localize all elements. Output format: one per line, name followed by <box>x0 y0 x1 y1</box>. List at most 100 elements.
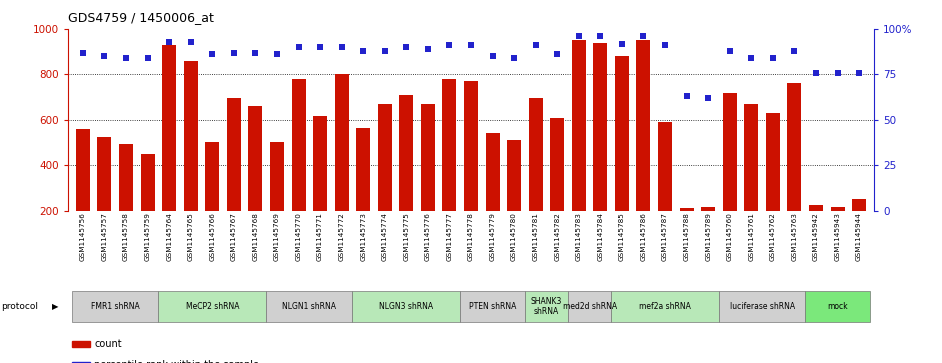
Text: GSM1145764: GSM1145764 <box>166 212 172 261</box>
Text: GSM1145942: GSM1145942 <box>813 212 819 261</box>
Text: GSM1145772: GSM1145772 <box>338 212 345 261</box>
Text: GSM1145762: GSM1145762 <box>770 212 776 261</box>
Bar <box>267 291 352 322</box>
Text: GSM1145768: GSM1145768 <box>252 212 258 261</box>
Bar <box>528 98 543 256</box>
Bar <box>270 143 284 256</box>
Text: NLGN1 shRNA: NLGN1 shRNA <box>283 302 336 311</box>
Text: NLGN3 shRNA: NLGN3 shRNA <box>380 302 433 311</box>
Text: GSM1145787: GSM1145787 <box>662 212 668 261</box>
Text: GSM1145757: GSM1145757 <box>102 212 107 261</box>
Bar <box>313 117 327 256</box>
Text: GSM1145773: GSM1145773 <box>360 212 366 261</box>
Text: ▶: ▶ <box>52 302 58 311</box>
Bar <box>550 118 564 256</box>
Text: GSM1145770: GSM1145770 <box>296 212 301 261</box>
Bar <box>637 40 651 256</box>
Bar <box>184 61 198 256</box>
Bar <box>140 154 154 256</box>
Text: GSM1145779: GSM1145779 <box>490 212 495 261</box>
Text: GSM1145760: GSM1145760 <box>726 212 733 261</box>
Text: GDS4759 / 1450006_at: GDS4759 / 1450006_at <box>68 11 214 24</box>
Text: GSM1145775: GSM1145775 <box>403 212 410 261</box>
Text: GSM1145758: GSM1145758 <box>123 212 129 261</box>
Bar <box>485 134 499 256</box>
Bar <box>788 83 802 256</box>
Bar <box>744 104 758 256</box>
Bar <box>158 291 267 322</box>
Text: PTEN shRNA: PTEN shRNA <box>469 302 516 311</box>
Bar <box>291 79 305 256</box>
Text: GSM1145759: GSM1145759 <box>144 212 151 261</box>
Text: GSM1145756: GSM1145756 <box>80 212 86 261</box>
Bar <box>97 137 111 256</box>
Bar <box>679 208 693 256</box>
Bar <box>719 291 805 322</box>
Text: mef2a shRNA: mef2a shRNA <box>639 302 691 311</box>
Text: GSM1145944: GSM1145944 <box>856 212 862 261</box>
Bar <box>831 207 845 256</box>
Text: GSM1145778: GSM1145778 <box>468 212 474 261</box>
Bar <box>72 341 89 347</box>
Bar <box>611 291 719 322</box>
Text: GSM1145776: GSM1145776 <box>425 212 430 261</box>
Bar <box>723 93 737 256</box>
Bar <box>119 144 133 256</box>
Text: GSM1145784: GSM1145784 <box>597 212 604 261</box>
Bar <box>227 98 241 256</box>
Bar <box>421 104 435 256</box>
Text: luciferase shRNA: luciferase shRNA <box>729 302 795 311</box>
Text: count: count <box>94 339 122 349</box>
Text: GSM1145766: GSM1145766 <box>209 212 216 261</box>
Text: GSM1145765: GSM1145765 <box>187 212 194 261</box>
Bar <box>73 291 158 322</box>
Text: GSM1145786: GSM1145786 <box>641 212 646 261</box>
Text: GSM1145788: GSM1145788 <box>684 212 690 261</box>
Bar <box>701 207 715 256</box>
Bar <box>853 199 866 256</box>
Bar <box>525 291 568 322</box>
Text: GSM1145777: GSM1145777 <box>447 212 452 261</box>
Text: mock: mock <box>827 302 848 311</box>
Text: protocol: protocol <box>1 302 38 311</box>
Bar <box>461 291 525 322</box>
Bar <box>572 40 586 256</box>
Text: GSM1145785: GSM1145785 <box>619 212 625 261</box>
Bar <box>334 74 349 256</box>
Bar <box>205 143 219 256</box>
Text: GSM1145780: GSM1145780 <box>512 212 517 261</box>
Text: GSM1145767: GSM1145767 <box>231 212 236 261</box>
Bar <box>805 291 869 322</box>
Text: GSM1145761: GSM1145761 <box>748 212 755 261</box>
Bar <box>72 362 89 363</box>
Bar <box>352 291 461 322</box>
Text: FMR1 shRNA: FMR1 shRNA <box>90 302 139 311</box>
Text: percentile rank within the sample: percentile rank within the sample <box>94 360 259 363</box>
Text: GSM1145769: GSM1145769 <box>274 212 280 261</box>
Bar <box>507 140 521 256</box>
Text: MeCP2 shRNA: MeCP2 shRNA <box>186 302 239 311</box>
Bar <box>162 45 176 256</box>
Bar <box>593 43 608 256</box>
Bar <box>766 113 780 256</box>
Bar <box>76 129 89 256</box>
Bar <box>615 56 629 256</box>
Text: GSM1145774: GSM1145774 <box>382 212 388 261</box>
Text: GSM1145771: GSM1145771 <box>317 212 323 261</box>
Text: GSM1145781: GSM1145781 <box>532 212 539 261</box>
Text: GSM1145782: GSM1145782 <box>554 212 560 261</box>
Bar <box>658 122 672 256</box>
Text: GSM1145763: GSM1145763 <box>791 212 798 261</box>
Bar <box>378 104 392 256</box>
Bar <box>568 291 611 322</box>
Bar <box>249 106 263 256</box>
Bar <box>464 81 478 256</box>
Bar <box>356 128 370 256</box>
Text: GSM1145789: GSM1145789 <box>706 212 711 261</box>
Text: GSM1145783: GSM1145783 <box>576 212 582 261</box>
Text: med2d shRNA: med2d shRNA <box>562 302 617 311</box>
Text: SHANK3
shRNA: SHANK3 shRNA <box>530 297 562 317</box>
Bar <box>809 205 823 256</box>
Bar <box>399 95 414 256</box>
Bar <box>443 79 457 256</box>
